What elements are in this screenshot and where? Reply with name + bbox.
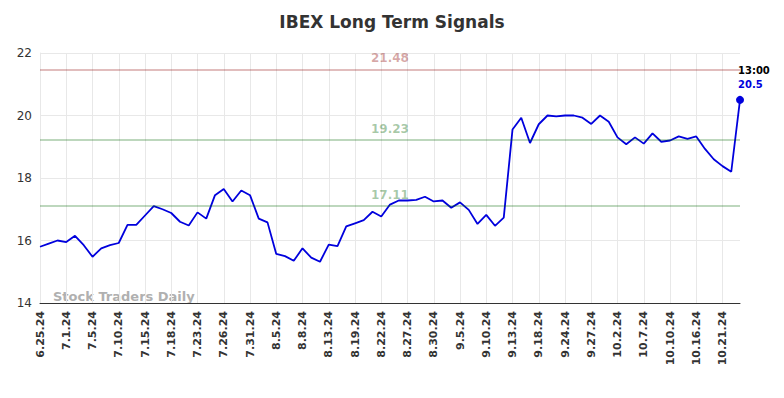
svg-text:10.7.24: 10.7.24 bbox=[637, 311, 650, 358]
svg-text:7.23.24: 7.23.24 bbox=[191, 311, 204, 358]
svg-text:7.10.24: 7.10.24 bbox=[112, 311, 125, 358]
svg-text:7.15.24: 7.15.24 bbox=[139, 311, 152, 358]
svg-text:21.48: 21.48 bbox=[371, 51, 409, 65]
svg-text:17.11: 17.11 bbox=[371, 188, 409, 202]
svg-text:8.8.24: 8.8.24 bbox=[296, 311, 309, 350]
svg-text:7.31.24: 7.31.24 bbox=[244, 311, 257, 358]
svg-text:9.5.24: 9.5.24 bbox=[454, 311, 467, 350]
svg-text:8.22.24: 8.22.24 bbox=[375, 311, 388, 358]
svg-text:9.13.24: 9.13.24 bbox=[506, 311, 519, 358]
svg-text:8.27.24: 8.27.24 bbox=[401, 311, 414, 358]
svg-text:10.16.24: 10.16.24 bbox=[690, 311, 703, 366]
svg-text:9.18.24: 9.18.24 bbox=[532, 311, 545, 358]
svg-text:8.19.24: 8.19.24 bbox=[349, 311, 362, 358]
svg-text:Stock Traders Daily: Stock Traders Daily bbox=[53, 289, 195, 304]
svg-text:9.27.24: 9.27.24 bbox=[585, 311, 598, 358]
svg-text:16: 16 bbox=[17, 234, 32, 248]
svg-text:7.18.24: 7.18.24 bbox=[165, 311, 178, 358]
svg-text:22: 22 bbox=[17, 46, 32, 60]
svg-text:13:00: 13:00 bbox=[738, 65, 770, 76]
svg-text:9.24.24: 9.24.24 bbox=[559, 311, 572, 358]
svg-text:14: 14 bbox=[17, 296, 32, 310]
svg-text:20.5: 20.5 bbox=[738, 79, 763, 90]
svg-text:7.5.24: 7.5.24 bbox=[86, 311, 99, 350]
svg-text:IBEX Long Term Signals: IBEX Long Term Signals bbox=[279, 12, 504, 32]
svg-text:8.5.24: 8.5.24 bbox=[270, 311, 283, 350]
svg-text:7.26.24: 7.26.24 bbox=[217, 311, 230, 358]
svg-text:7.1.24: 7.1.24 bbox=[60, 311, 73, 350]
svg-text:10.10.24: 10.10.24 bbox=[664, 311, 677, 366]
svg-text:20: 20 bbox=[17, 109, 32, 123]
svg-text:8.30.24: 8.30.24 bbox=[427, 311, 440, 358]
svg-text:18: 18 bbox=[17, 171, 32, 185]
svg-text:9.10.24: 9.10.24 bbox=[480, 311, 493, 358]
svg-text:6.25.24: 6.25.24 bbox=[34, 311, 47, 358]
svg-text:10.21.24: 10.21.24 bbox=[716, 311, 729, 366]
svg-text:8.13.24: 8.13.24 bbox=[322, 311, 335, 358]
svg-text:10.2.24: 10.2.24 bbox=[611, 311, 624, 358]
svg-text:19.23: 19.23 bbox=[371, 122, 409, 136]
